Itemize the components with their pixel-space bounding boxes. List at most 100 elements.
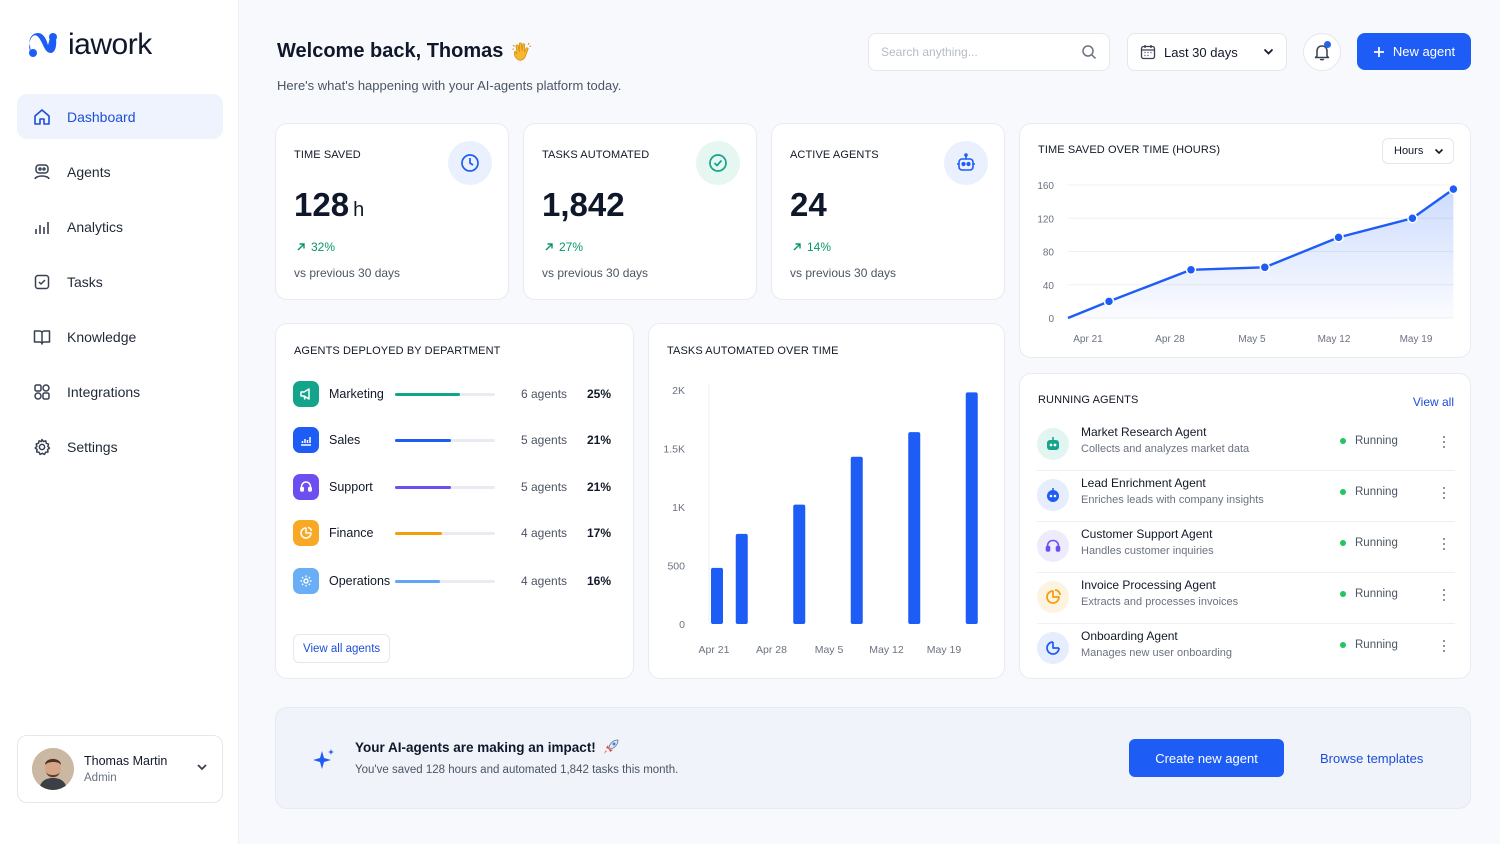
status-label: Running (1355, 435, 1398, 447)
data-point (1333, 232, 1344, 243)
agent-row[interactable]: Onboarding Agent Manages new user onboar… (1037, 624, 1455, 675)
y-tick-label: 40 (1043, 281, 1055, 292)
stat-change-value: 32% (311, 240, 336, 254)
stat-number: 24 (790, 186, 827, 223)
more-options-icon[interactable] (1438, 636, 1450, 656)
dept-name: Operations (329, 574, 391, 588)
x-tick-label: Apr 21 (1073, 334, 1103, 345)
sidebar-item-label: Analytics (67, 218, 124, 235)
status-dot (1340, 489, 1346, 495)
gear-icon (33, 438, 51, 456)
view-all-agents-button[interactable]: View all agents (293, 634, 391, 663)
unit-select[interactable]: Hours (1382, 138, 1454, 164)
agent-description: Collects and analyzes market data (1081, 443, 1250, 455)
sidebar-item-dashboard[interactable]: Dashboard (17, 94, 223, 139)
dept-name: Marketing (329, 387, 384, 401)
check-circle-icon (696, 141, 740, 185)
x-tick-label: May 19 (927, 644, 962, 656)
y-tick-label: 160 (1037, 181, 1054, 192)
brand[interactable]: iawork (27, 28, 152, 62)
search-input[interactable] (881, 34, 1071, 70)
impact-banner: Your AI-agents are making an impact! You… (275, 707, 1471, 809)
users-icon (33, 163, 51, 181)
puzzle-icon (33, 383, 51, 401)
arrow-up-right-icon (793, 243, 801, 251)
agent-row[interactable]: Market Research Agent Collects and analy… (1037, 420, 1455, 471)
departments-card: AGENTS DEPLOYED BY DEPARTMENT Marketing … (275, 323, 634, 679)
agent-row[interactable]: Lead Enrichment Agent Enriches leads wit… (1037, 471, 1455, 522)
agent-description: Extracts and processes invoices (1081, 596, 1239, 608)
agent-row[interactable]: Invoice Processing Agent Extracts and pr… (1037, 573, 1455, 624)
user-role: Admin (84, 772, 117, 784)
headset-icon (293, 474, 319, 500)
book-icon (33, 328, 51, 346)
new-agent-label: New agent (1392, 44, 1456, 59)
tasks-chart-card: TASKS AUTOMATED OVER TIME 0 500 1K 1.5K 2K Ap… (648, 323, 1005, 679)
more-options-icon[interactable] (1438, 483, 1450, 503)
sidebar-item-agents[interactable]: Agents (17, 149, 223, 194)
arrow-up-right-icon (545, 243, 553, 251)
y-tick-label: 1.5K (663, 444, 685, 456)
banner-title: Your AI-agents are making an impact! (355, 738, 620, 756)
stat-card-tasks-automated: TASKS AUTOMATED 1,842 27% vs previous 30… (523, 123, 757, 300)
bar (908, 432, 921, 624)
data-point (1185, 264, 1197, 276)
more-options-icon[interactable] (1438, 432, 1450, 452)
dept-name: Sales (329, 433, 361, 447)
dept-name: Support (329, 480, 373, 494)
status-dot (1340, 591, 1346, 597)
x-tick-label: May 12 (869, 644, 904, 656)
sidebar-item-analytics[interactable]: Analytics (17, 204, 223, 249)
search-box (868, 33, 1110, 71)
waving-hand-icon (511, 41, 533, 63)
dept-percent: 25% (587, 387, 612, 401)
status-badge: Running (1340, 435, 1398, 447)
create-new-agent-button[interactable]: Create new agent (1129, 739, 1284, 777)
sidebar-item-knowledge[interactable]: Knowledge (17, 314, 223, 359)
chart-icon (293, 427, 319, 453)
sidebar-item-tasks[interactable]: Tasks (17, 259, 223, 304)
new-agent-button[interactable]: New agent (1357, 33, 1471, 70)
bar (711, 567, 723, 624)
sidebar-item-label: Tasks (67, 273, 103, 290)
page-title: Welcome back, Thomas (277, 40, 533, 63)
bar (965, 392, 978, 624)
x-tick-label: Apr 21 (699, 644, 730, 656)
y-tick-label: 0 (679, 619, 685, 631)
dept-progress-fill (395, 579, 440, 583)
dept-row-support: Support 5 agents 21% (293, 474, 613, 500)
status-label: Running (1355, 588, 1398, 600)
card-title: RUNNING AGENTS (1038, 394, 1139, 406)
clock-icon (448, 141, 492, 185)
notifications-button[interactable] (1303, 33, 1341, 71)
user-name: Thomas Martin (84, 754, 168, 768)
more-options-icon[interactable] (1438, 534, 1450, 554)
view-all-running-link[interactable]: View all (1412, 395, 1454, 409)
dept-count: 4 agents (521, 526, 568, 540)
more-options-icon[interactable] (1438, 585, 1450, 605)
date-range-select[interactable]: Last 30 days (1127, 33, 1287, 71)
data-point (1448, 183, 1459, 195)
stat-compare: vs previous 30 days (790, 266, 897, 280)
robot-icon (944, 141, 988, 185)
x-tick-label: May 5 (1238, 334, 1266, 345)
search-icon[interactable] (1081, 44, 1097, 60)
browse-templates-link[interactable]: Browse templates (1320, 751, 1424, 766)
dept-progress-fill (395, 485, 451, 489)
area-fill (1068, 189, 1454, 318)
sidebar-item-integrations[interactable]: Integrations (17, 369, 223, 414)
time-saved-line-chart: 0 40 80 120 160 Apr 21 Apr 28 May 5 May 12 May 19 (1037, 181, 1459, 345)
dept-percent: 16% (587, 574, 612, 588)
bar (735, 533, 748, 624)
stat-title: TIME SAVED (294, 149, 361, 161)
sidebar-item-settings[interactable]: Settings (17, 424, 223, 469)
agent-name: Invoice Processing Agent (1081, 578, 1216, 592)
stat-compare: vs previous 30 days (294, 266, 401, 280)
pie-icon (1037, 581, 1069, 613)
status-dot (1340, 642, 1346, 648)
dept-progress (395, 438, 495, 442)
y-tick-label: 120 (1037, 214, 1054, 225)
agent-row[interactable]: Customer Support Agent Handles customer … (1037, 522, 1455, 573)
user-profile-menu[interactable]: Thomas Martin Admin (17, 735, 223, 803)
cog-icon (293, 568, 319, 594)
